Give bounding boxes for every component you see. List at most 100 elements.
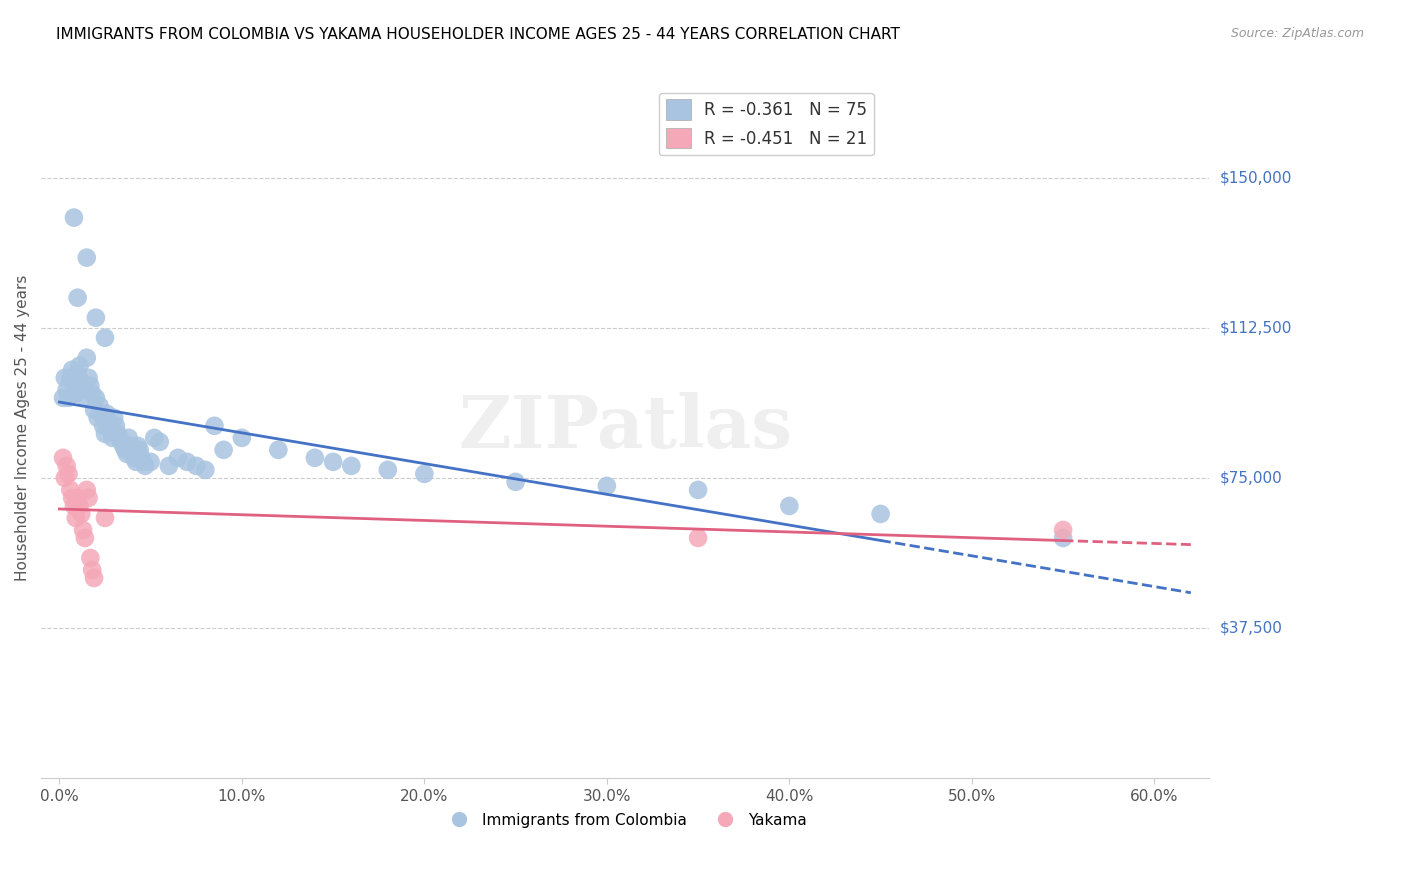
Point [60, 491, 83, 505]
Point [70, 375, 93, 389]
Point [121, 442, 143, 457]
Text: $150,000: $150,000 [1220, 170, 1292, 185]
Point [194, 463, 217, 477]
Point [66, 367, 89, 381]
Point [84, 310, 107, 325]
Point [186, 458, 208, 473]
Y-axis label: Householder Income Ages 25 - 44 years: Householder Income Ages 25 - 44 years [15, 275, 30, 581]
Point [212, 442, 235, 457]
Point [52, 450, 75, 465]
Text: ZIPatlas: ZIPatlas [458, 392, 792, 463]
Point [76, 251, 98, 265]
Point [112, 439, 135, 453]
Point [82, 563, 104, 577]
Point [778, 499, 800, 513]
Point [55, 383, 77, 397]
Point [59, 483, 82, 497]
Point [63, 499, 86, 513]
Point [67, 359, 90, 373]
Point [115, 447, 138, 461]
Point [66, 491, 89, 505]
Point [91, 418, 114, 433]
Point [82, 386, 104, 401]
Point [86, 410, 108, 425]
Point [157, 458, 180, 473]
Point [58, 467, 80, 481]
Point [231, 431, 253, 445]
Point [83, 402, 105, 417]
Text: $75,000: $75,000 [1220, 470, 1282, 485]
Point [94, 426, 117, 441]
Point [143, 431, 166, 445]
Point [76, 483, 98, 497]
Point [52, 391, 75, 405]
Point [72, 523, 94, 537]
Point [55, 458, 77, 473]
Point [97, 415, 120, 429]
Point [60, 363, 83, 377]
Point [63, 211, 86, 225]
Point [114, 442, 136, 457]
Point [89, 399, 111, 413]
Point [304, 450, 326, 465]
Point [377, 463, 399, 477]
Point [77, 371, 100, 385]
Point [84, 391, 107, 405]
Point [340, 458, 363, 473]
Point [90, 407, 112, 421]
Point [128, 442, 150, 457]
Point [79, 551, 101, 566]
Point [127, 439, 149, 453]
Point [125, 455, 148, 469]
Legend: Immigrants from Colombia, Yakama: Immigrants from Colombia, Yakama [437, 806, 813, 834]
Point [122, 450, 145, 465]
Point [101, 431, 124, 445]
Point [66, 291, 89, 305]
Text: IMMIGRANTS FROM COLOMBIA VS YAKAMA HOUSEHOLDER INCOME AGES 25 - 44 YEARS CORRELA: IMMIGRANTS FROM COLOMBIA VS YAKAMA HOUSE… [56, 27, 900, 42]
Point [167, 450, 190, 465]
Point [120, 439, 142, 453]
Point [59, 371, 82, 385]
Point [108, 431, 131, 445]
Text: Source: ZipAtlas.com: Source: ZipAtlas.com [1230, 27, 1364, 40]
Point [94, 331, 117, 345]
Point [83, 571, 105, 585]
Point [132, 455, 155, 469]
Point [869, 507, 891, 521]
Point [110, 434, 132, 449]
Point [73, 391, 96, 405]
Point [72, 383, 94, 397]
Point [267, 442, 290, 457]
Point [73, 531, 96, 545]
Point [176, 455, 198, 469]
Point [70, 507, 93, 521]
Point [77, 491, 100, 505]
Point [65, 511, 87, 525]
Point [63, 378, 86, 392]
Point [505, 475, 527, 489]
Text: $112,500: $112,500 [1220, 320, 1292, 335]
Point [149, 434, 172, 449]
Point [65, 386, 87, 401]
Point [100, 423, 122, 437]
Point [76, 351, 98, 365]
Point [94, 511, 117, 525]
Point [118, 431, 141, 445]
Point [131, 450, 153, 465]
Point [139, 455, 162, 469]
Point [322, 455, 344, 469]
Point [596, 479, 619, 493]
Point [104, 418, 127, 433]
Point [107, 426, 129, 441]
Point [103, 410, 125, 425]
Point [58, 391, 80, 405]
Point [67, 499, 90, 513]
Point [413, 467, 436, 481]
Point [53, 371, 76, 385]
Point [1052, 523, 1074, 537]
Point [79, 378, 101, 392]
Point [1052, 531, 1074, 545]
Point [134, 458, 156, 473]
Point [53, 471, 76, 485]
Point [688, 483, 710, 497]
